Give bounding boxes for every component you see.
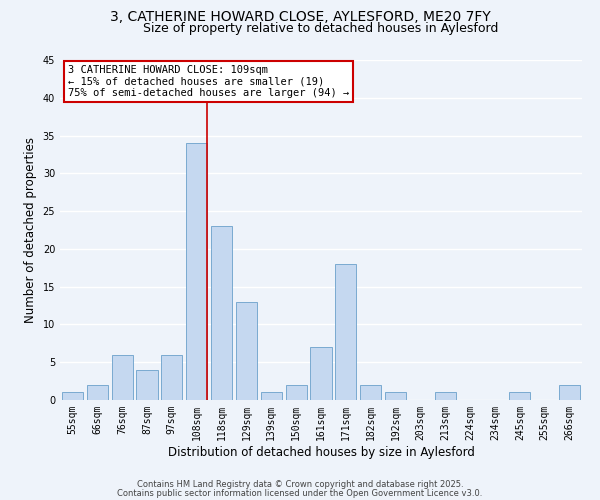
Text: 3, CATHERINE HOWARD CLOSE, AYLESFORD, ME20 7FY: 3, CATHERINE HOWARD CLOSE, AYLESFORD, ME… xyxy=(110,10,490,24)
Bar xyxy=(87,385,108,400)
Bar xyxy=(136,370,158,400)
Bar xyxy=(435,392,456,400)
Y-axis label: Number of detached properties: Number of detached properties xyxy=(24,137,37,323)
Bar xyxy=(335,264,356,400)
Bar xyxy=(559,385,580,400)
Bar xyxy=(186,143,207,400)
Text: Contains HM Land Registry data © Crown copyright and database right 2025.: Contains HM Land Registry data © Crown c… xyxy=(137,480,463,489)
Bar xyxy=(261,392,282,400)
Bar xyxy=(112,354,133,400)
Bar xyxy=(211,226,232,400)
Bar xyxy=(62,392,83,400)
Bar xyxy=(360,385,381,400)
X-axis label: Distribution of detached houses by size in Aylesford: Distribution of detached houses by size … xyxy=(167,446,475,458)
Title: Size of property relative to detached houses in Aylesford: Size of property relative to detached ho… xyxy=(143,22,499,35)
Bar xyxy=(310,347,332,400)
Text: 3 CATHERINE HOWARD CLOSE: 109sqm
← 15% of detached houses are smaller (19)
75% o: 3 CATHERINE HOWARD CLOSE: 109sqm ← 15% o… xyxy=(68,65,349,98)
Bar xyxy=(286,385,307,400)
Bar xyxy=(385,392,406,400)
Bar xyxy=(509,392,530,400)
Bar xyxy=(236,302,257,400)
Text: Contains public sector information licensed under the Open Government Licence v3: Contains public sector information licen… xyxy=(118,488,482,498)
Bar xyxy=(161,354,182,400)
